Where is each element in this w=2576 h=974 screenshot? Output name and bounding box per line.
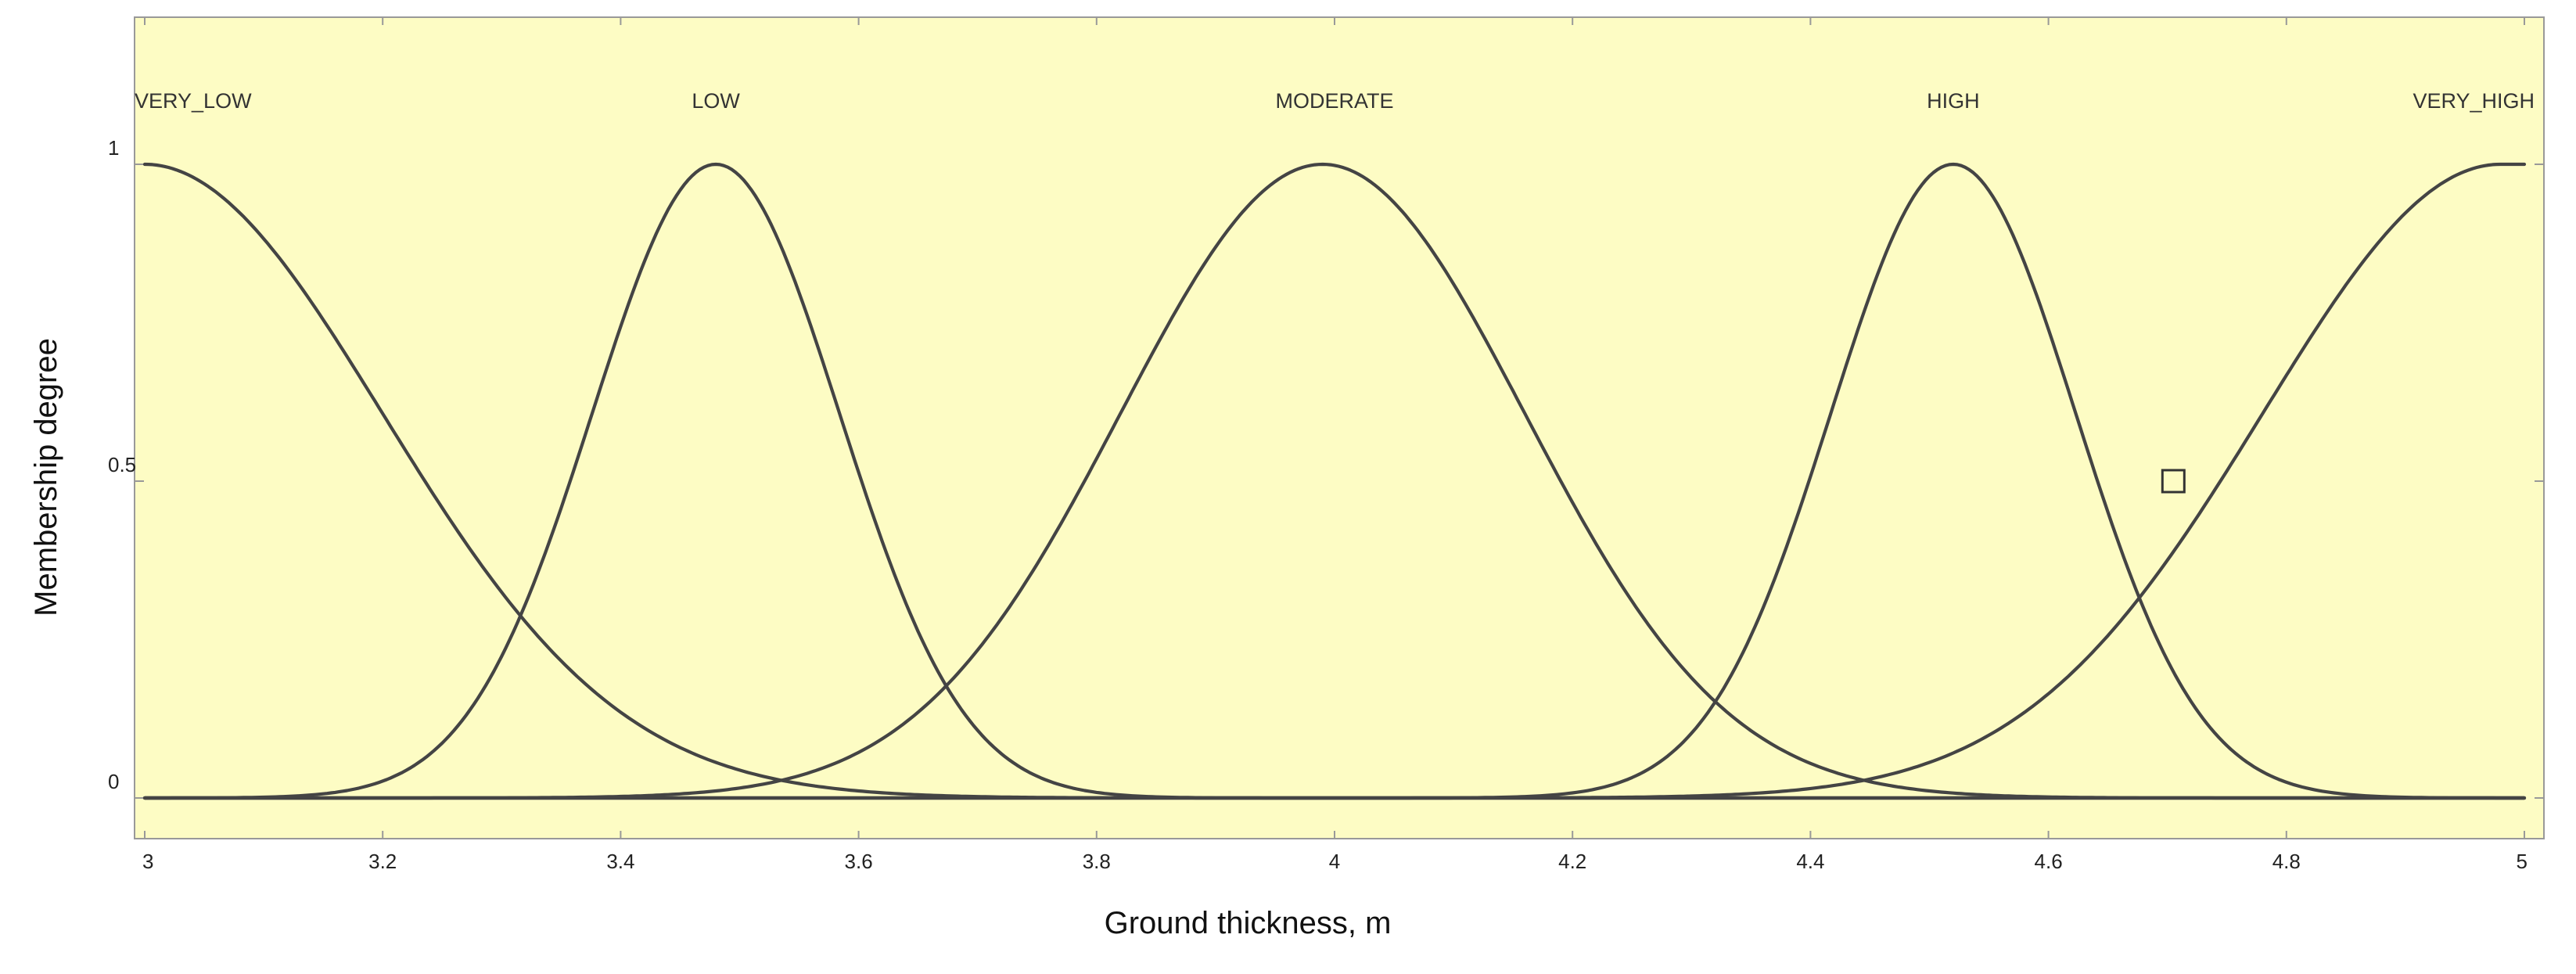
x-axis-title: Ground thickness, m <box>1105 906 1392 940</box>
y-tick-label-1: 1 <box>108 136 119 160</box>
x-tick-label-3-6: 3.6 <box>845 850 873 873</box>
x-tick-label-3-8: 3.8 <box>1083 850 1111 873</box>
x-tick-label-4: 4 <box>1329 850 1340 873</box>
x-tick-label-4-6: 4.6 <box>2035 850 2063 873</box>
x-tick-label-3-4: 3.4 <box>606 850 634 873</box>
y-tick-label-0: 0 <box>108 770 119 793</box>
x-tick-label-4-8: 4.8 <box>2272 850 2301 873</box>
plot-area <box>134 16 2545 839</box>
x-tick-label-3-2: 3.2 <box>368 850 397 873</box>
selection-marker[interactable] <box>2161 469 2186 494</box>
membership-labels: VERY_LOW LOW MODERATE HIGH VERY_HIGH <box>135 89 2535 113</box>
x-tick-label-4-2: 4.2 <box>1558 850 1586 873</box>
y-tick-label-0-5: 0.5 <box>108 453 136 476</box>
label-high: HIGH <box>1927 89 1980 113</box>
x-tick-label-4-4: 4.4 <box>1796 850 1824 873</box>
label-low: LOW <box>692 89 740 113</box>
marker-layer <box>2161 469 2186 494</box>
membership-curves <box>142 162 2527 800</box>
label-very-high: VERY_HIGH <box>2413 89 2535 113</box>
label-very-low: VERY_LOW <box>135 89 252 113</box>
x-tick-label-5: 5 <box>2517 850 2527 873</box>
x-tick-label-3: 3 <box>142 850 153 873</box>
label-moderate: MODERATE <box>1275 89 1393 113</box>
curve-very-high <box>142 162 2527 800</box>
y-axis-title: Membership degree <box>29 338 63 616</box>
axis-ticks: 3 3.2 3.4 3.6 3.8 4 4.2 4.4 4.6 4.8 5 0 0.5 1 <box>108 17 2544 873</box>
